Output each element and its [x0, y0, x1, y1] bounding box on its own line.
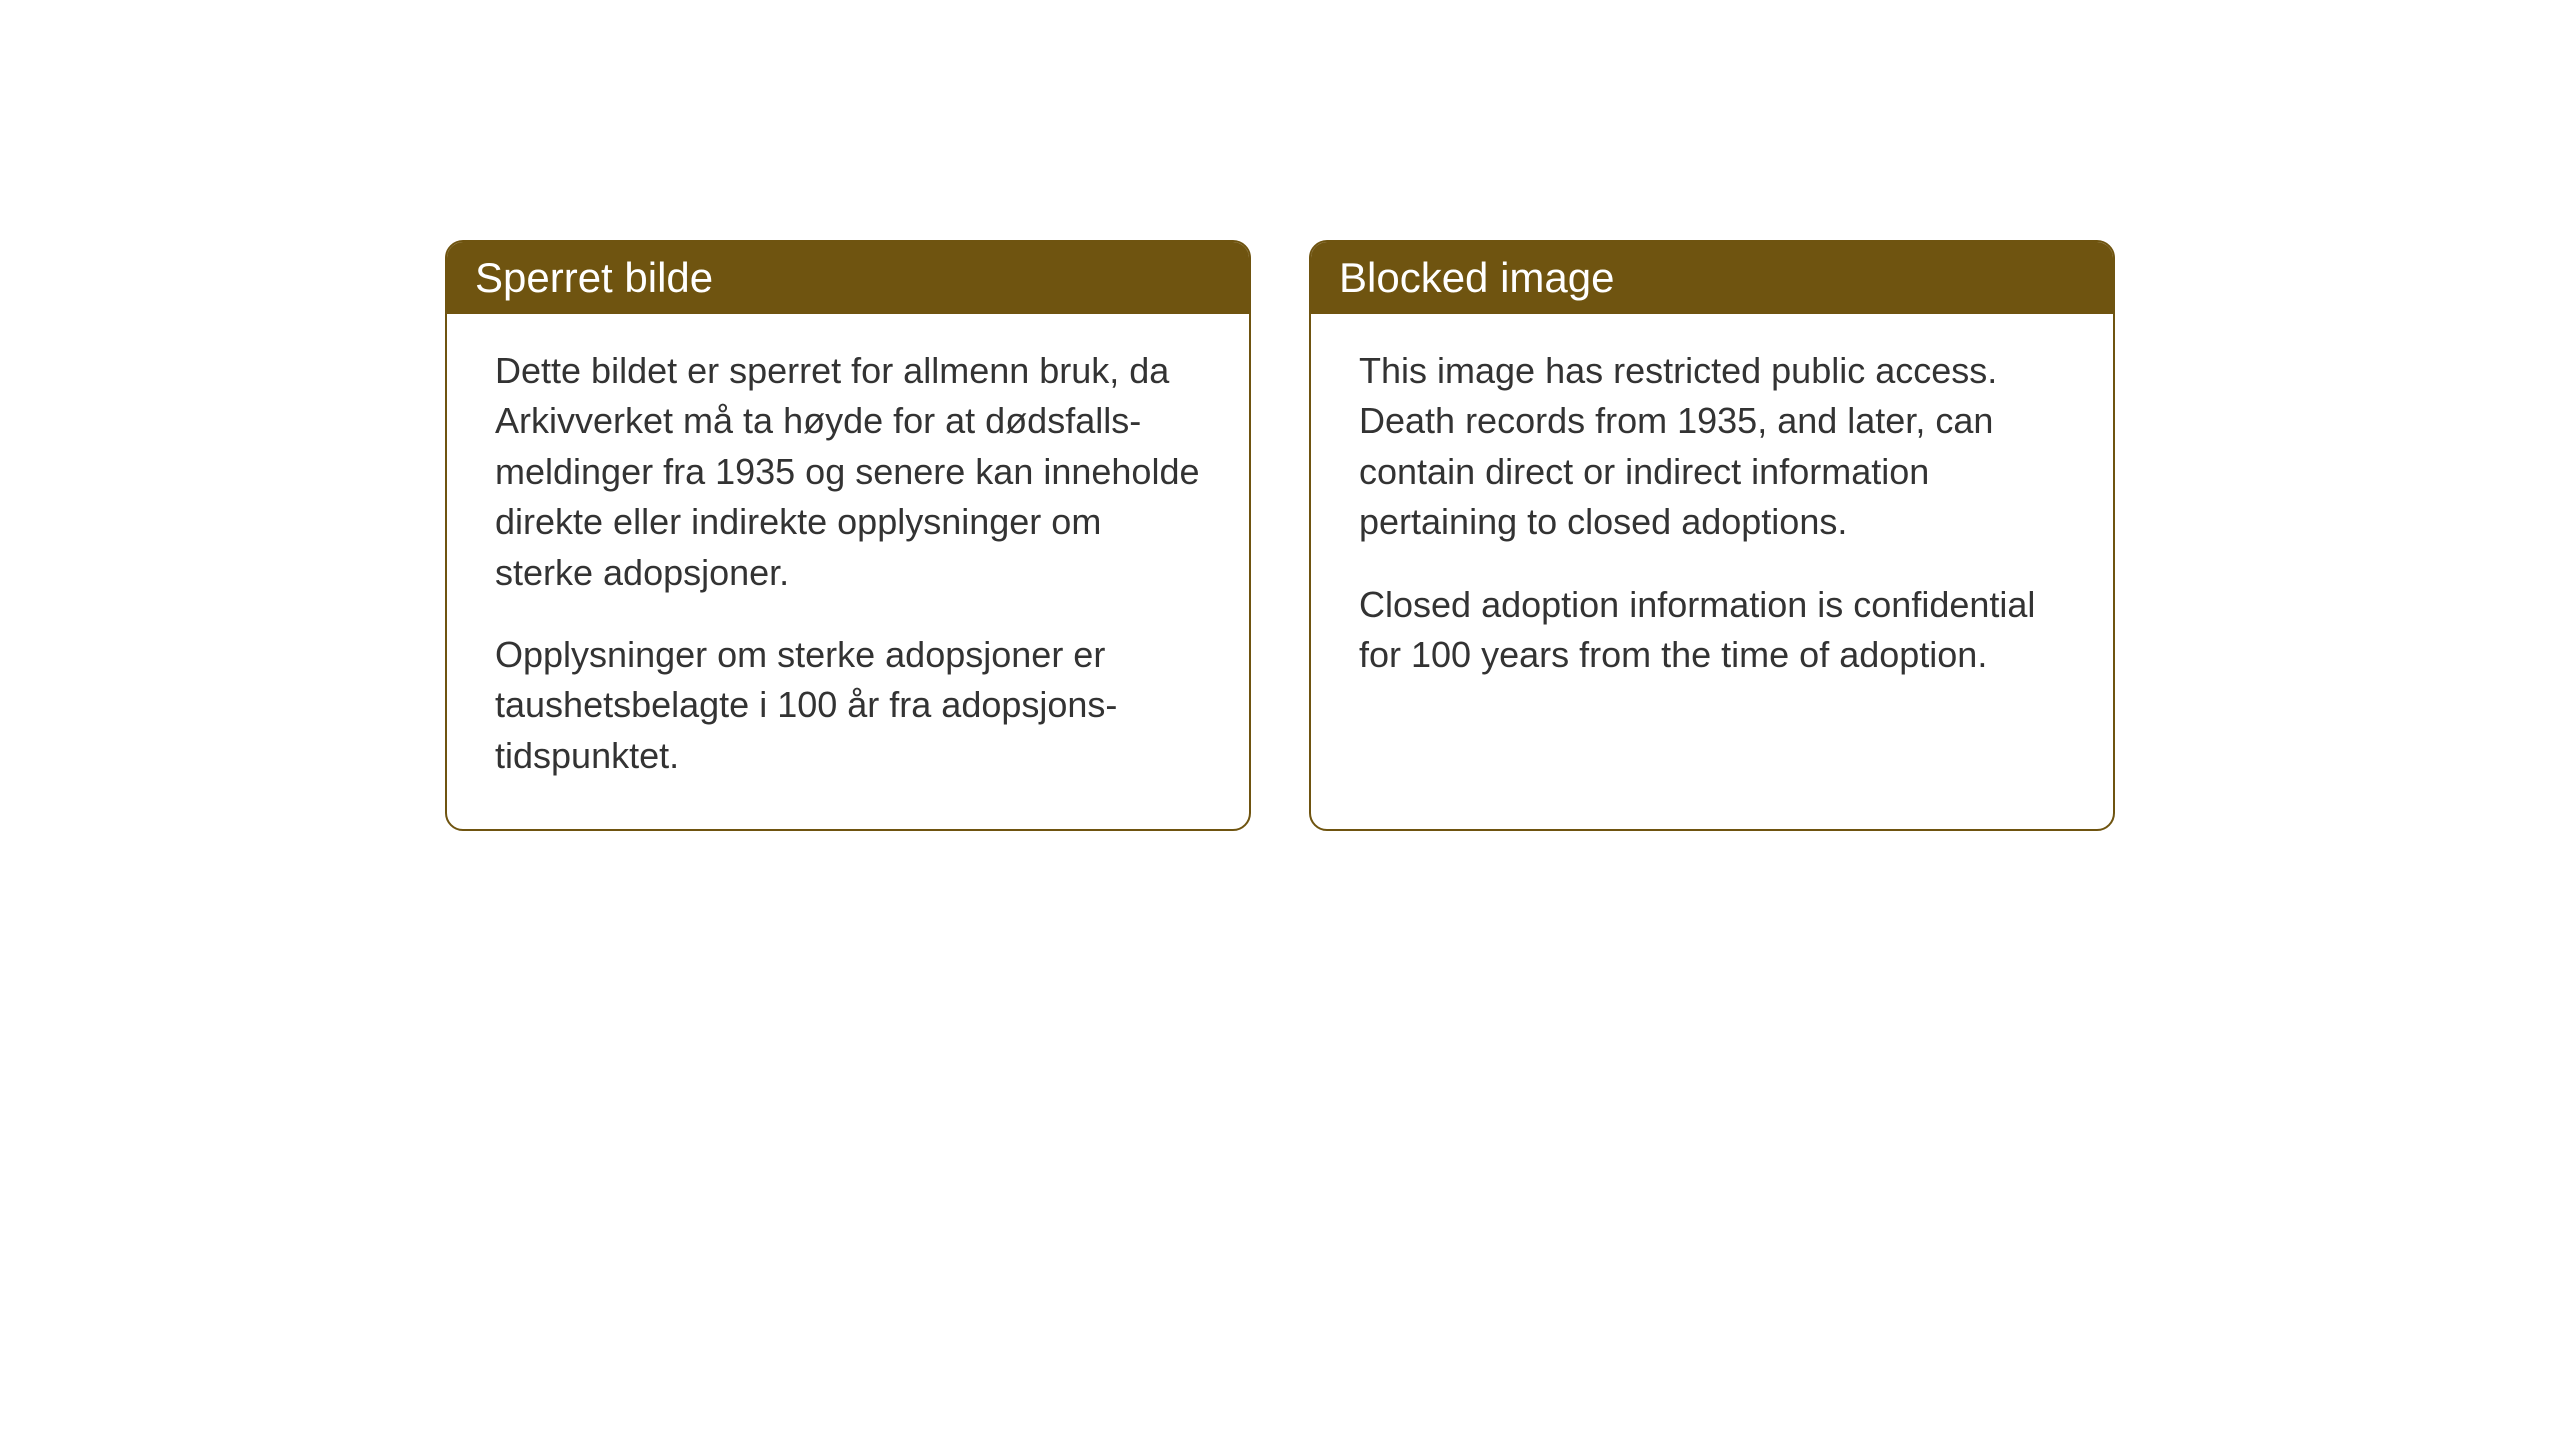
cards-container: Sperret bilde Dette bildet er sperret fo… — [445, 240, 2115, 831]
card-paragraph: This image has restricted public access.… — [1359, 346, 2065, 548]
card-paragraph: Closed adoption information is confident… — [1359, 580, 2065, 681]
card-header-norwegian: Sperret bilde — [447, 242, 1249, 314]
card-header-english: Blocked image — [1311, 242, 2113, 314]
card-body-norwegian: Dette bildet er sperret for allmenn bruk… — [447, 314, 1249, 829]
card-norwegian: Sperret bilde Dette bildet er sperret fo… — [445, 240, 1251, 831]
card-body-english: This image has restricted public access.… — [1311, 314, 2113, 728]
card-english: Blocked image This image has restricted … — [1309, 240, 2115, 831]
card-paragraph: Dette bildet er sperret for allmenn bruk… — [495, 346, 1201, 598]
card-paragraph: Opplysninger om sterke adopsjoner er tau… — [495, 630, 1201, 781]
